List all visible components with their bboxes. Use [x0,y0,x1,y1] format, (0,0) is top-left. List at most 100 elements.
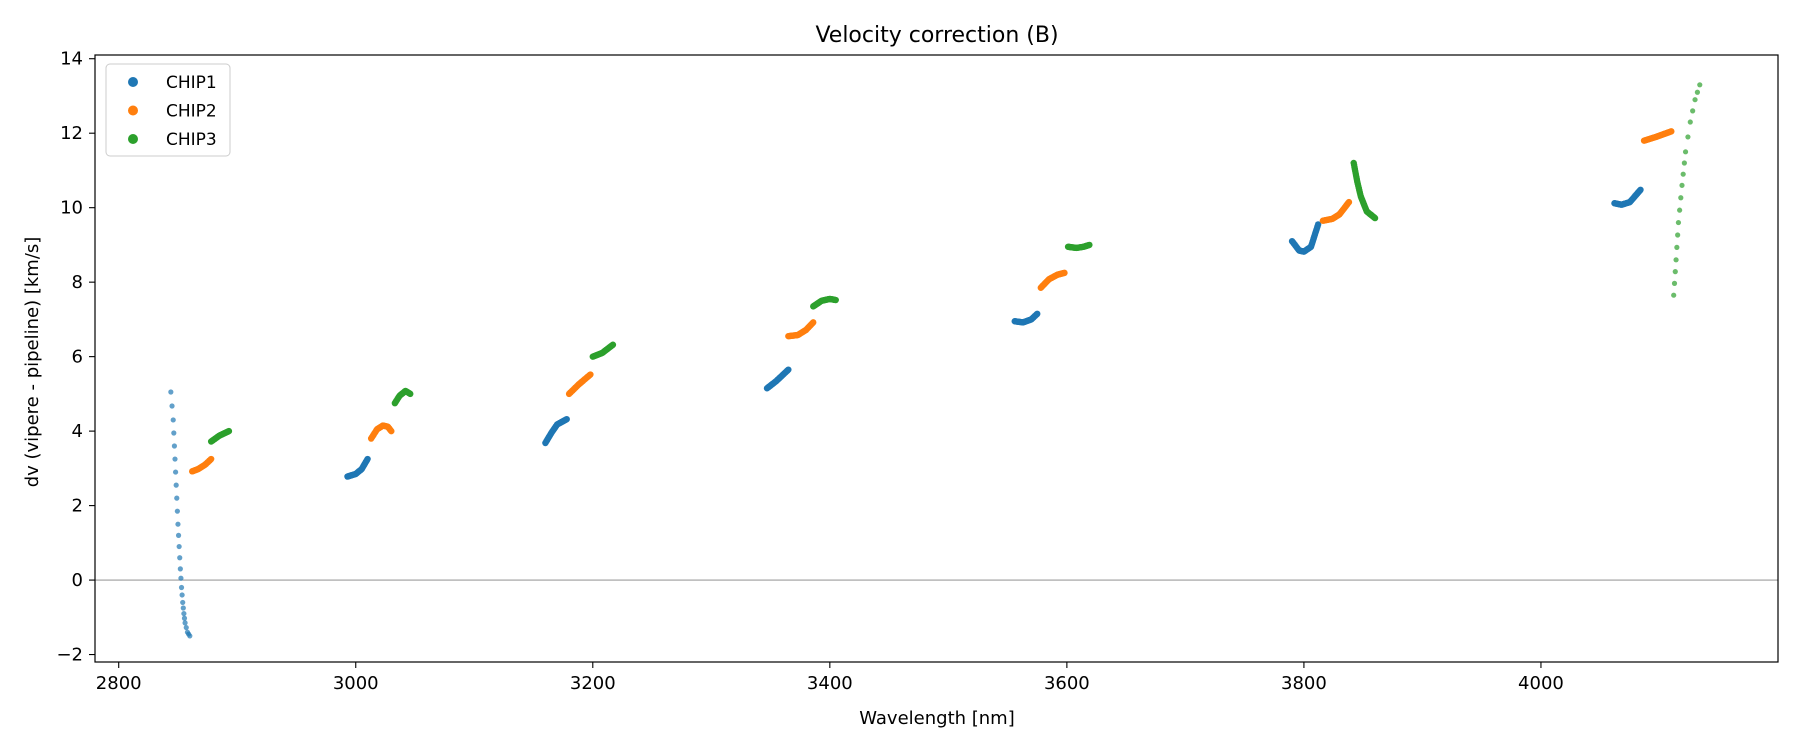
chip2-segment-2 [367,422,395,442]
chip2-legend-marker [128,105,138,116]
chip3-point [1690,108,1696,114]
chip1-point [174,495,180,501]
y-tick-label: 10 [60,198,83,219]
chip3-segment-7 [1671,82,1703,298]
chip1-segment-4 [763,366,792,392]
y-tick-label: −2 [56,645,83,666]
y-tick-label: 0 [72,570,83,591]
chip3-point [1673,257,1679,263]
chip1-point [179,592,185,598]
chip1-point [1637,186,1644,194]
chip2-segment-1 [188,455,215,475]
chip1-point [182,620,188,626]
chip3-legend-label: CHIP3 [166,130,217,150]
chip1-segment-6 [1288,221,1322,255]
x-axis-title: Wavelength [nm] [859,708,1015,729]
chip1-point [175,532,182,538]
chip3-point [1687,119,1693,125]
chip3-point [1682,149,1689,155]
chip3-point [1681,160,1687,166]
chip2-point [587,371,594,378]
chip1-point [172,469,179,475]
chip3-segment-6 [1350,159,1379,222]
chip1-point [173,482,179,488]
chip3-point [225,427,233,435]
chip1-point [180,605,186,611]
x-tick-label: 3000 [333,673,379,694]
chip3-point [1371,214,1379,222]
chip3-point [407,390,414,398]
chip1-point [171,443,178,449]
chip3-point [832,296,839,304]
y-tick-label: 12 [60,123,83,144]
chip1-segment-2 [344,455,371,480]
x-tick-label: 3600 [1044,673,1090,694]
x-tick-label: 3200 [570,673,616,694]
chip1-segment-1 [168,389,193,639]
chip3-segment-3 [589,341,617,360]
plot-marks [95,82,1778,639]
chip1-point [176,543,182,550]
chip1-point [170,417,176,423]
chip1-segment-3 [542,416,570,447]
legend-box [105,63,231,157]
y-tick-label: 2 [72,496,83,517]
chip1-legend-marker [128,77,138,87]
chip2-point [1061,269,1068,277]
chip2-segment-5 [1037,269,1068,291]
y-tick-label: 8 [72,272,83,293]
chip3-point [1672,269,1678,275]
chip3-segment-2 [391,387,414,407]
chip1-point [171,430,177,436]
chip1-point [187,633,193,639]
chip1-point [177,555,183,561]
x-tick-label: 3400 [807,673,853,694]
chip1-point [175,521,181,527]
x-tick-label: 2800 [96,673,142,694]
chip1-point [785,366,792,373]
chip1-point [563,416,570,423]
chip2-point [1668,128,1675,135]
chip3-point [1671,280,1678,286]
chip1-point [172,456,178,462]
chip3-point [1678,195,1684,201]
chip2-segment-6 [1319,198,1353,224]
chip1-point [181,615,188,621]
chip1-segment-7 [1611,186,1644,208]
y-tick-label: 4 [72,421,83,442]
chip1-point [168,389,174,395]
chip3-point [1674,244,1680,250]
chip3-point [1677,207,1683,213]
chip3-point [1692,97,1698,103]
chip3-segment-4 [810,295,839,310]
chip2-legend-label: CHIP2 [166,102,217,122]
chip3-point [1679,182,1685,188]
chip1-point [180,599,186,606]
chip2-segment-4 [785,319,817,340]
chip3-point [1671,292,1677,298]
chip1-point [1034,310,1041,318]
y-tick-label: 6 [72,347,83,368]
legend: CHIP1 CHIP2 CHIP3 [105,63,231,157]
chip1-point [178,584,185,591]
chip3-point [1086,241,1093,249]
chip3-point [1697,82,1703,88]
chip3-segment-1 [207,427,233,445]
y-axis-title: dv (vipere - pipeline) [km/s] [22,237,43,488]
chip1-point [174,508,180,514]
x-tick-label: 4000 [1518,673,1564,694]
chip1-point [364,455,371,463]
chip2-segment-3 [565,371,594,398]
chip2-point [207,455,215,463]
chip1-point [177,566,183,572]
chart-title: Velocity correction (B) [815,23,1058,48]
axes: 2800 3000 3200 3400 3600 3800 4000 −2 0 2 4 6 8 10 12 1… [56,49,1779,694]
chip3-point [609,341,617,348]
chip3-point [1680,171,1686,177]
chip1-point [183,624,189,631]
chip3-point [1685,134,1691,140]
x-tick-label: 3800 [1281,673,1327,694]
chip1-point [178,575,184,581]
chip1-segment-5 [1011,310,1041,326]
